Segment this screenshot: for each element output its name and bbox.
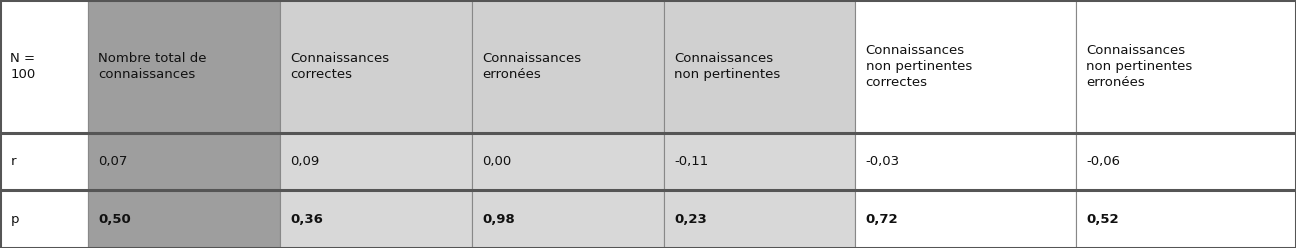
Text: p: p	[10, 213, 19, 226]
Bar	[664, 133, 855, 190]
Text: Connaissances
correctes: Connaissances correctes	[290, 52, 389, 81]
Bar	[280, 190, 472, 248]
Bar	[472, 133, 664, 190]
Text: 0,72: 0,72	[866, 213, 898, 226]
Text: Connaissances
non pertinentes
correctes: Connaissances non pertinentes correctes	[866, 44, 972, 89]
Text: -0,03: -0,03	[866, 155, 899, 168]
Bar	[664, 0, 855, 133]
Bar	[88, 0, 280, 133]
Text: Connaissances
non pertinentes
erronées: Connaissances non pertinentes erronées	[1086, 44, 1192, 89]
Text: 0,09: 0,09	[290, 155, 320, 168]
Text: 0,36: 0,36	[290, 213, 323, 226]
Text: r: r	[10, 155, 16, 168]
Bar	[1076, 133, 1296, 190]
Text: N =
100: N = 100	[10, 52, 35, 81]
Bar	[0, 0, 88, 133]
Text: 0,50: 0,50	[98, 213, 131, 226]
Text: -0,11: -0,11	[674, 155, 708, 168]
Text: Nombre total de
connaissances: Nombre total de connaissances	[98, 52, 207, 81]
Bar	[0, 190, 88, 248]
Bar	[664, 190, 855, 248]
Bar	[0, 133, 88, 190]
Bar	[1076, 0, 1296, 133]
Bar	[472, 190, 664, 248]
Bar	[1076, 190, 1296, 248]
Bar	[855, 190, 1076, 248]
Text: 0,07: 0,07	[98, 155, 128, 168]
Text: 0,00: 0,00	[482, 155, 512, 168]
Bar	[855, 0, 1076, 133]
Text: Connaissances
erronées: Connaissances erronées	[482, 52, 581, 81]
Text: Connaissances
non pertinentes: Connaissances non pertinentes	[674, 52, 780, 81]
Text: 0,23: 0,23	[674, 213, 706, 226]
Bar	[88, 133, 280, 190]
Bar	[280, 133, 472, 190]
Bar	[472, 0, 664, 133]
Text: 0,98: 0,98	[482, 213, 515, 226]
Bar	[88, 190, 280, 248]
Bar	[855, 133, 1076, 190]
Text: 0,52: 0,52	[1086, 213, 1118, 226]
Text: -0,06: -0,06	[1086, 155, 1120, 168]
Bar	[280, 0, 472, 133]
